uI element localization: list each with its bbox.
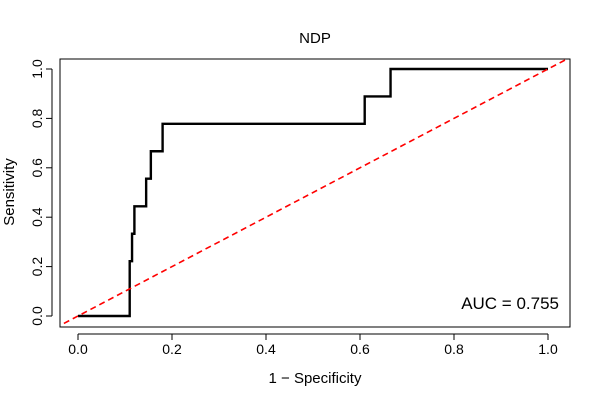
x-tick-label: 0.4 xyxy=(256,341,276,357)
x-tick-label: 0.6 xyxy=(350,341,370,357)
y-tick-label: 0.8 xyxy=(29,108,45,128)
y-tick-label: 0.4 xyxy=(29,207,45,227)
y-tick-label: 0.2 xyxy=(29,257,45,277)
y-tick-label: 0.0 xyxy=(29,306,45,326)
plot-frame xyxy=(59,58,571,328)
plot-area: 0.0 0.2 0.4 0.6 0.8 1.0 0.0 0.2 0.4 0.6 0.8 1.0 xyxy=(29,58,571,357)
x-tick-label: 0.0 xyxy=(68,341,88,357)
x-tick-label: 0.2 xyxy=(162,341,182,357)
roc-curve-line xyxy=(78,67,548,318)
x-axis-label: 1 − Specificity xyxy=(269,370,362,387)
reference-diagonal-line xyxy=(63,59,568,325)
x-tick-label: 1.0 xyxy=(538,341,558,357)
y-tick-label: 1.0 xyxy=(29,59,45,79)
series-group xyxy=(63,59,568,325)
x-tick-label: 0.8 xyxy=(444,341,464,357)
y-tick-label: 0.6 xyxy=(29,158,45,178)
auc-annotation: AUC = 0.755 xyxy=(461,294,559,313)
chart-title: NDP xyxy=(299,30,331,47)
y-axis-label: Sensitivity xyxy=(1,158,18,226)
